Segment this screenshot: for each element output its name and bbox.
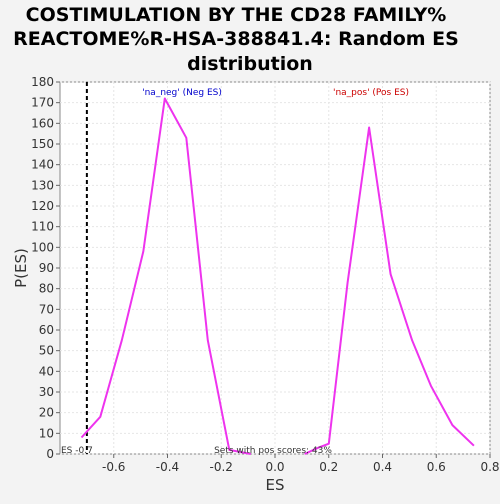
y-tick-label: 150: [31, 137, 54, 151]
pos-scores-annotation: Sets with pos scores: 43%: [214, 446, 332, 456]
legend-entry-neg: 'na_neg' (Neg ES): [142, 88, 222, 98]
x-tick-label: 0.8: [480, 460, 499, 474]
y-tick-label: 50: [39, 344, 54, 358]
y-tick-label: 0: [46, 447, 54, 461]
chart-title-line-2: REACTOME%R-HSA-388841.4: Random ES: [13, 28, 459, 50]
y-tick-label: 100: [31, 240, 54, 254]
y-tick-label: 40: [39, 364, 54, 378]
y-tick-label: 90: [39, 261, 54, 275]
y-tick-label: 70: [39, 302, 54, 316]
y-axis-label: P(ES): [12, 248, 30, 288]
y-tick-label: 180: [31, 75, 54, 89]
y-tick-label: 140: [31, 158, 54, 172]
series-line-1: [304, 126, 475, 455]
y-tick-label: 130: [31, 178, 54, 192]
y-tick-label: 10: [39, 426, 54, 440]
x-tick-label: 0.2: [319, 460, 338, 474]
y-tick-label: 80: [39, 282, 54, 296]
es-marker-label: ES -0.7: [61, 446, 93, 456]
y-tick-label: 120: [31, 199, 54, 213]
x-tick-label: 0.4: [373, 460, 392, 474]
y-tick-label: 20: [39, 406, 54, 420]
axis-ticks: 0 10 20 30 40 50 60 70 80 90 100 110 120 130 140 150 160…: [31, 75, 499, 474]
x-tick-label: -0.2: [210, 460, 233, 474]
x-tick-label: 0.0: [265, 460, 284, 474]
y-tick-label: 160: [31, 116, 54, 130]
x-tick-label: 0.6: [427, 460, 446, 474]
y-tick-label: 30: [39, 385, 54, 399]
legend-entry-pos: 'na_pos' (Pos ES): [333, 88, 409, 98]
chart-title-line-3: distribution: [187, 53, 313, 75]
x-axis-label: ES: [266, 476, 285, 494]
x-tick-label: -0.4: [156, 460, 179, 474]
y-tick-label: 60: [39, 323, 54, 337]
grid-lines: [60, 81, 491, 455]
y-tick-label: 170: [31, 96, 54, 110]
x-tick-label: -0.6: [102, 460, 125, 474]
series-lines: [80, 97, 475, 455]
series-line-0: [80, 97, 251, 455]
chart-title-line-1: COSTIMULATION BY THE CD28 FAMILY%: [26, 4, 447, 26]
y-tick-label: 110: [31, 220, 54, 234]
